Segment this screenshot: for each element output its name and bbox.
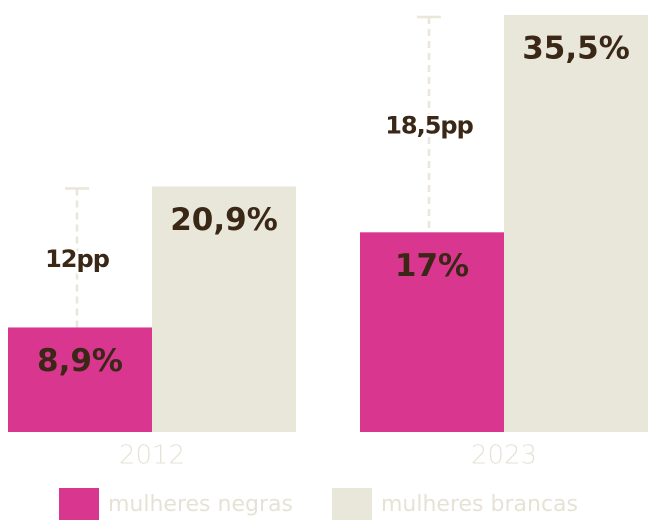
value-label: 17%	[395, 248, 469, 284]
gap-annotation: 18,5pp	[385, 112, 473, 140]
bar	[504, 15, 648, 432]
legend-swatch	[332, 488, 372, 520]
legend-swatch	[59, 488, 99, 520]
bar	[152, 186, 296, 432]
legend-label: mulheres brancas	[381, 492, 578, 517]
x-tick-label: 2012	[119, 441, 185, 471]
legend-label: mulheres negras	[108, 492, 293, 517]
gap-annotation: 12pp	[45, 245, 110, 273]
bar	[360, 232, 504, 432]
value-label: 20,9%	[170, 202, 278, 238]
value-label: 8,9%	[37, 343, 123, 379]
value-label: 35,5%	[522, 31, 630, 67]
bar	[8, 327, 152, 432]
x-tick-label: 2023	[471, 441, 537, 471]
